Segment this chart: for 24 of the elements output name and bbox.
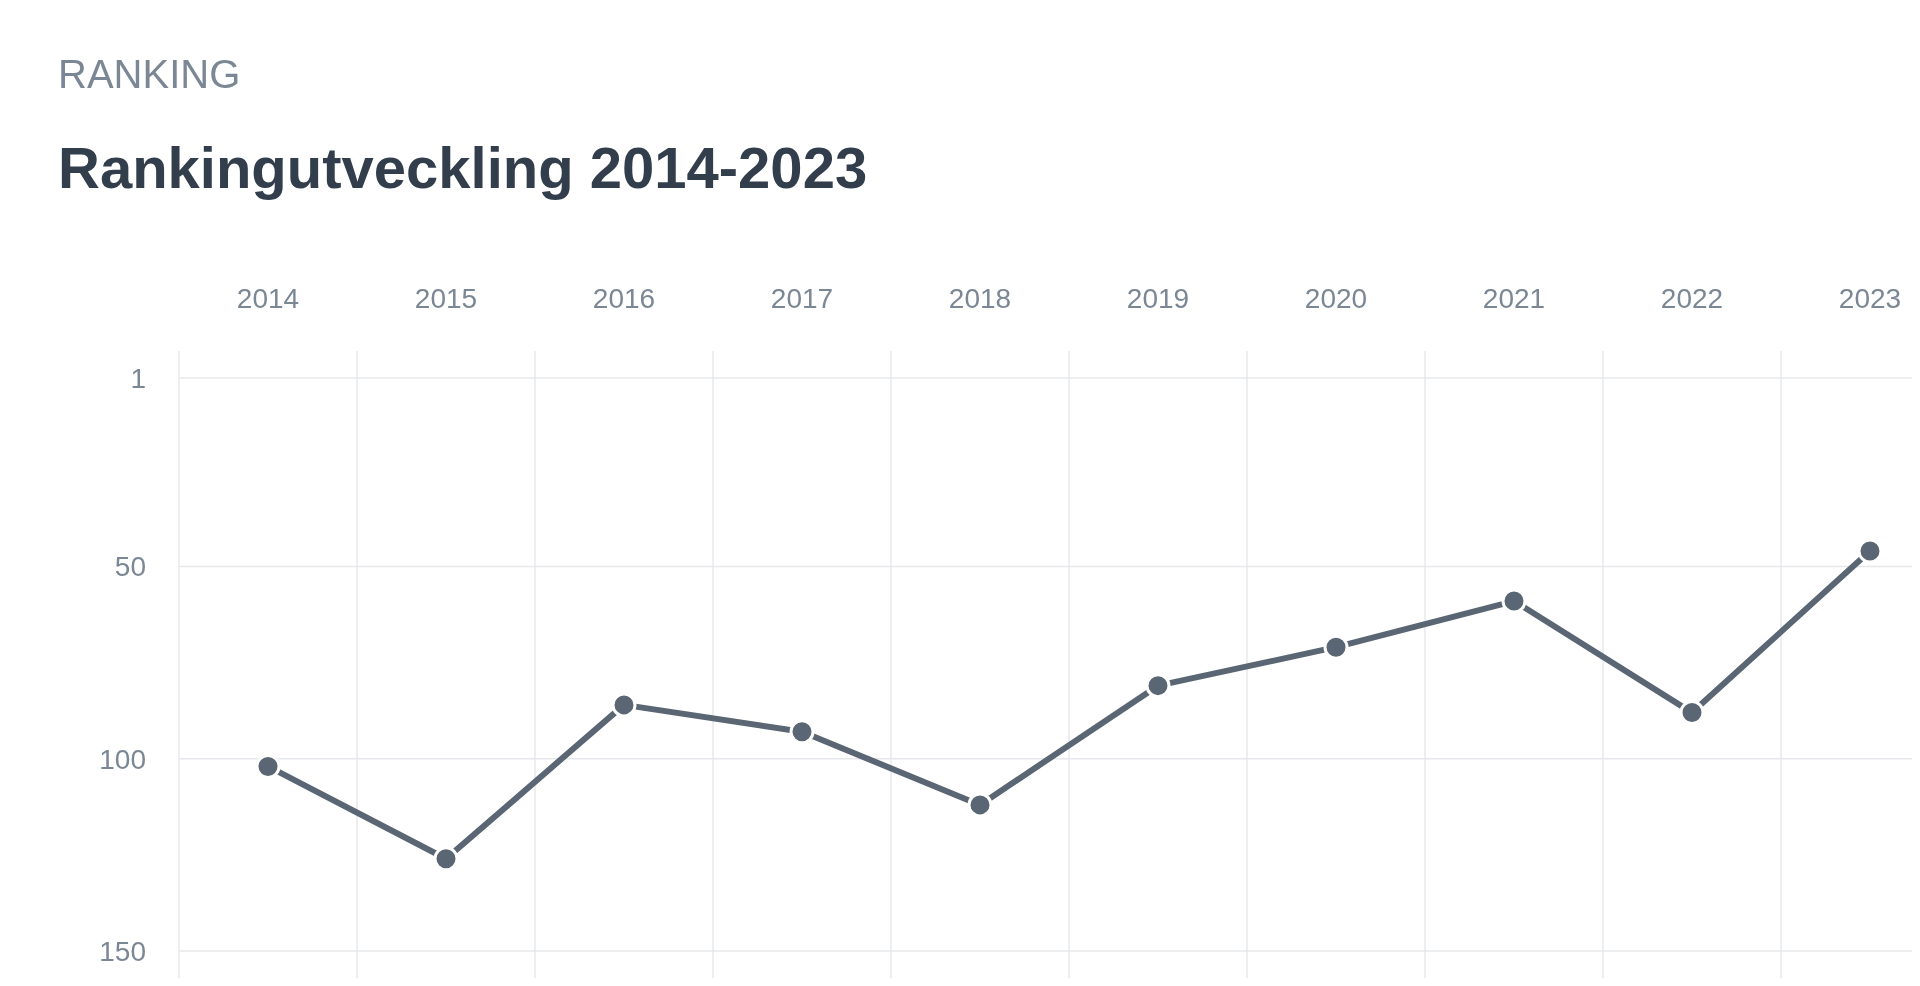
x-tick-label: 2019 (1126, 283, 1190, 314)
point (967, 792, 993, 818)
x-tick-label: 2015 (414, 283, 478, 314)
x-tick-label: 2018 (948, 283, 1012, 314)
point (433, 846, 459, 872)
x-tick-label: 2014 (236, 283, 300, 314)
point (1145, 673, 1171, 699)
x-tick-label: 2021 (1482, 283, 1546, 314)
point (789, 719, 815, 745)
chart-subtitle: RANKING (58, 52, 241, 96)
point (1857, 538, 1883, 564)
x-tick-label: 2023 (1838, 283, 1902, 314)
y-tick-label: 150 (99, 935, 146, 967)
x-tick-label: 2017 (770, 283, 834, 314)
y-tick-label: 50 (114, 551, 146, 583)
y-tick-label: 1 (130, 362, 146, 394)
x-tick-label: 2016 (592, 283, 656, 314)
x-tick-label: 2022 (1660, 283, 1724, 314)
point (611, 692, 637, 718)
point (1501, 588, 1527, 614)
point (1323, 634, 1349, 660)
x-tick-label: 2020 (1304, 283, 1368, 314)
chart-title: Rankingutveckling 2014-2023 (58, 135, 868, 200)
y-tick-label: 100 (99, 743, 146, 775)
